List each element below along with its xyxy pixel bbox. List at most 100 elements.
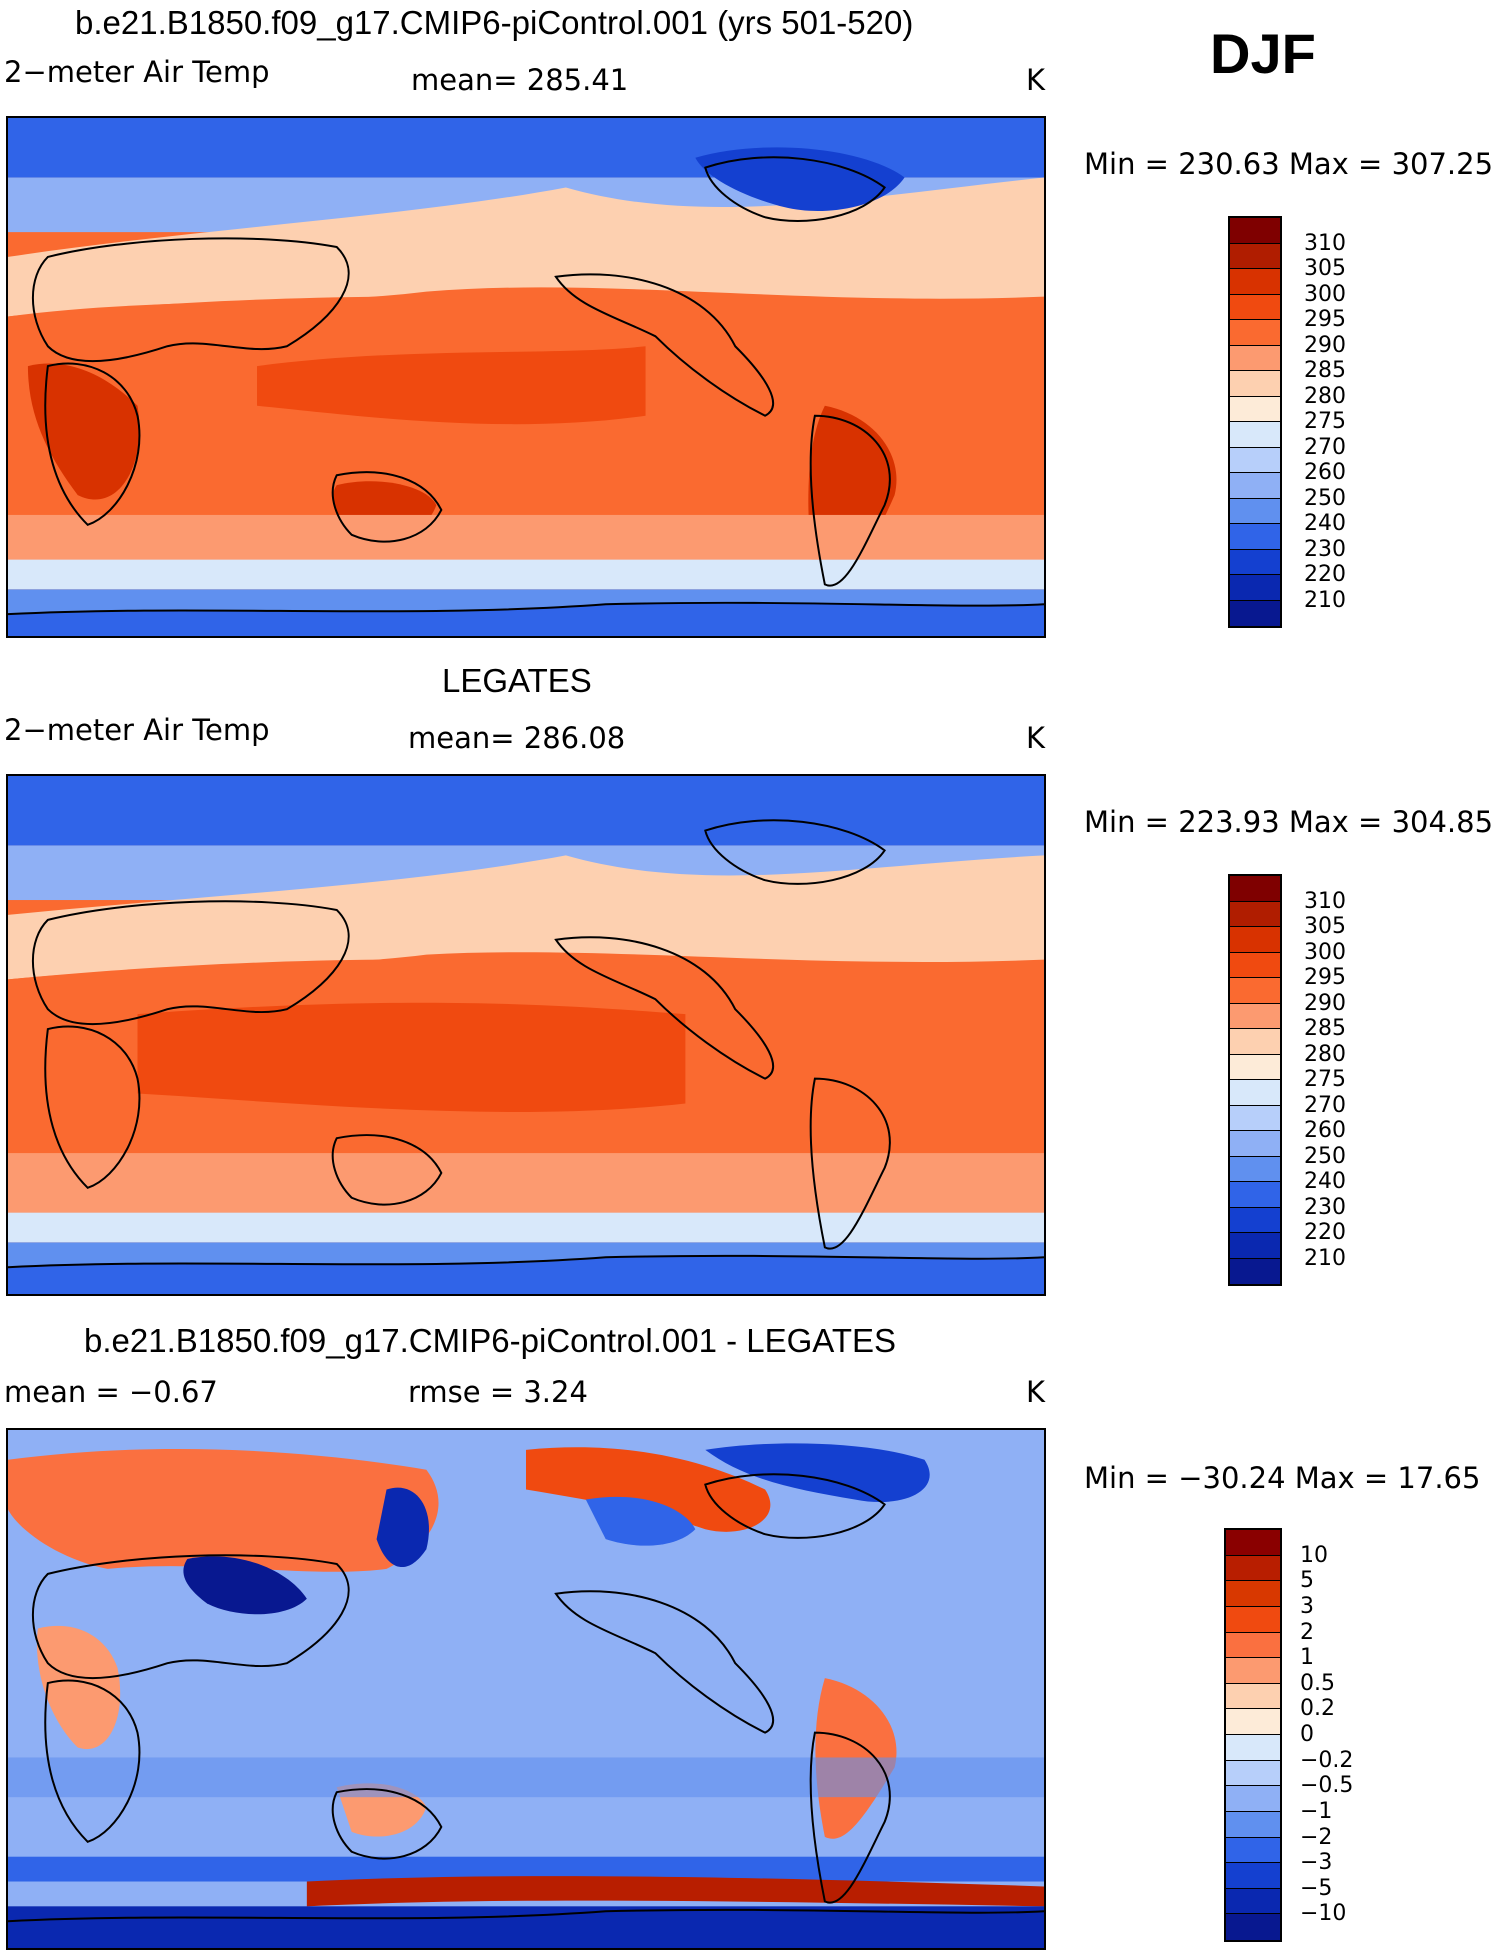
panel1-title: b.e21.B1850.f09_g17.CMIP6-piControl.001 …: [75, 4, 914, 41]
colorbar-tick-label: 310: [1304, 230, 1346, 256]
colorbar-tick-label: 2: [1300, 1619, 1314, 1645]
colorbar-tick-label: −0.2: [1300, 1747, 1354, 1773]
colorbar-swatch: [1226, 1709, 1280, 1735]
colorbar-swatch: [1226, 1683, 1280, 1710]
colorbar-swatch: [1230, 549, 1280, 575]
panel2-minmax: Min = 223.93 Max = 304.85: [1084, 805, 1494, 839]
colorbar-tick-label: 260: [1304, 1118, 1346, 1143]
colorbar-swatch: [1230, 901, 1280, 927]
colorbar-tick-label: 5: [1300, 1568, 1314, 1594]
colorbar-swatch: [1230, 978, 1280, 1004]
colorbar-tick-label: 230: [1304, 1194, 1346, 1220]
colorbar-swatch: [1230, 927, 1280, 953]
colorbar-tick-label: 230: [1304, 536, 1346, 562]
panel1-minmax: Min = 230.63 Max = 307.25: [1084, 147, 1494, 181]
panel3-map: [6, 1428, 1046, 1950]
colorbar-tick-label: 275: [1304, 1067, 1346, 1092]
colorbar-tick-label: 305: [1304, 256, 1346, 281]
colorbar-tick-label: 0: [1300, 1722, 1314, 1747]
colorbar-tick-label: 285: [1304, 358, 1346, 383]
colorbar-swatch: [1226, 1811, 1280, 1838]
colorbar-tick-label: 240: [1304, 511, 1346, 536]
panel1-map: [6, 116, 1046, 638]
colorbar-tick-label: −10: [1300, 1901, 1347, 1927]
colorbar-swatch: [1226, 1863, 1280, 1889]
panel2-title: LEGATES: [442, 662, 592, 699]
colorbar-tick-label: −0.5: [1300, 1773, 1354, 1799]
colorbar-tick-label: 0.5: [1300, 1670, 1335, 1696]
panel2-map: [6, 774, 1046, 1296]
colorbar-swatch: [1230, 1105, 1280, 1131]
colorbar-swatch: [1230, 1207, 1280, 1233]
colorbar-swatch: [1230, 1054, 1280, 1080]
colorbar-tick-label: 1: [1300, 1645, 1314, 1671]
colorbar-swatch: [1226, 1760, 1280, 1787]
colorbar-tick-label: 210: [1304, 587, 1346, 613]
colorbar-swatch: [1230, 422, 1280, 448]
colorbar-swatch: [1230, 473, 1280, 499]
colorbar-tick-label: 280: [1304, 1041, 1346, 1067]
panel3-mean: mean = −0.67: [4, 1375, 218, 1409]
colorbar-swatch: [1226, 1888, 1280, 1915]
colorbar-swatch: [1226, 1837, 1280, 1864]
colorbar-swatch: [1230, 600, 1280, 626]
colorbar-tick-label: 270: [1304, 434, 1346, 460]
colorbar-swatch: [1230, 1156, 1280, 1182]
colorbar-swatch: [1226, 1914, 1280, 1940]
colorbar-tick-label: 305: [1304, 914, 1346, 939]
colorbar-swatch: [1230, 396, 1280, 422]
season-label: DJF: [1210, 22, 1316, 85]
colorbar-tick-label: 0.2: [1300, 1696, 1335, 1722]
colorbar-swatch: [1226, 1581, 1280, 1607]
colorbar-swatch: [1230, 1258, 1280, 1284]
colorbar-swatch: [1230, 952, 1280, 978]
panel3-colorbar: [1224, 1528, 1282, 1942]
colorbar-swatch: [1230, 1003, 1280, 1029]
colorbar-swatch: [1230, 1131, 1280, 1157]
panel3-units: K: [1026, 1375, 1046, 1409]
colorbar-swatch: [1230, 371, 1280, 397]
colorbar-swatch: [1230, 1029, 1280, 1055]
colorbar-swatch: [1230, 575, 1280, 601]
colorbar-swatch: [1226, 1735, 1280, 1761]
colorbar-tick-label: 290: [1304, 990, 1346, 1016]
colorbar-swatch: [1230, 269, 1280, 295]
panel3-title: b.e21.B1850.f09_g17.CMIP6-piControl.001 …: [84, 1322, 897, 1359]
colorbar-swatch: [1226, 1632, 1280, 1659]
colorbar-tick-label: 220: [1304, 562, 1346, 587]
colorbar-swatch: [1230, 1182, 1280, 1208]
colorbar-tick-label: 290: [1304, 332, 1346, 358]
panel2-colorbar: [1228, 874, 1282, 1286]
colorbar-swatch: [1230, 876, 1280, 902]
colorbar-tick-label: 250: [1304, 485, 1346, 511]
colorbar-swatch: [1226, 1555, 1280, 1582]
colorbar-tick-label: −1: [1300, 1798, 1333, 1824]
panel1-mean: mean= 285.41: [411, 63, 629, 97]
panel2-variable: 2−meter Air Temp: [4, 713, 270, 747]
colorbar-tick-label: 300: [1304, 281, 1346, 307]
colorbar-swatch: [1226, 1530, 1280, 1556]
colorbar-tick-label: 285: [1304, 1016, 1346, 1041]
colorbar-tick-label: 210: [1304, 1245, 1346, 1271]
colorbar-tick-label: 250: [1304, 1143, 1346, 1169]
panel3-rmse: rmse = 3.24: [408, 1375, 588, 1409]
colorbar-swatch: [1230, 345, 1280, 371]
colorbar-swatch: [1230, 294, 1280, 320]
colorbar-swatch: [1226, 1786, 1280, 1812]
colorbar-swatch: [1230, 498, 1280, 524]
colorbar-tick-label: 270: [1304, 1092, 1346, 1118]
colorbar-tick-label: −2: [1300, 1824, 1333, 1850]
colorbar-tick-label: 3: [1300, 1593, 1314, 1619]
colorbar-tick-label: 280: [1304, 383, 1346, 409]
colorbar-tick-label: 295: [1304, 965, 1346, 990]
panel1-variable: 2−meter Air Temp: [4, 55, 270, 89]
colorbar-tick-label: 310: [1304, 888, 1346, 914]
panel1-colorbar: [1228, 216, 1282, 628]
colorbar-swatch: [1226, 1658, 1280, 1684]
colorbar-swatch: [1230, 320, 1280, 346]
colorbar-swatch: [1230, 218, 1280, 244]
colorbar-swatch: [1226, 1606, 1280, 1633]
colorbar-swatch: [1230, 1080, 1280, 1106]
panel1-units: K: [1026, 63, 1046, 97]
panel2-units: K: [1026, 721, 1046, 755]
